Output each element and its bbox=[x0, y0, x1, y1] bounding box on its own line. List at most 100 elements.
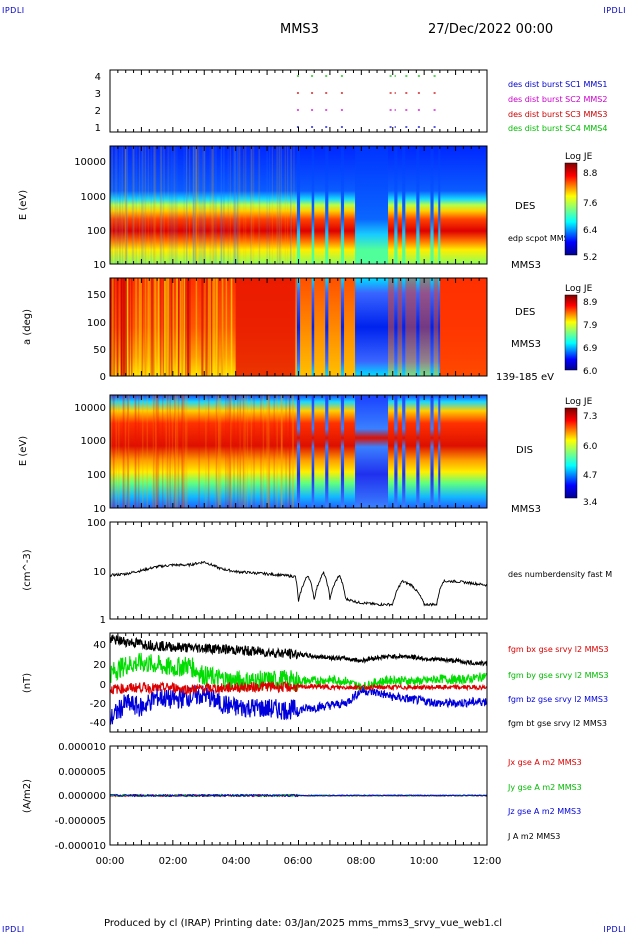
dis-energy-variation bbox=[155, 395, 157, 508]
des-energy-variation bbox=[153, 146, 155, 264]
spacecraft-title: MMS3 bbox=[280, 22, 319, 37]
burst-panel-frame bbox=[109, 69, 488, 133]
des-pitch-variation bbox=[209, 278, 211, 376]
des-energy-interval bbox=[311, 146, 315, 264]
des-pitch-variation bbox=[120, 278, 123, 376]
dis-energy-variation bbox=[285, 395, 287, 508]
des-energy-variation bbox=[227, 146, 229, 264]
des-pitch-variation bbox=[187, 278, 190, 376]
dis-energy-variation bbox=[123, 395, 125, 508]
dis-energy-variation bbox=[115, 395, 117, 508]
des-energy-variation bbox=[160, 146, 162, 264]
des-pitch-variation bbox=[184, 278, 187, 376]
burst-ytick-2: 2 bbox=[95, 106, 101, 117]
dis-energy-variation bbox=[225, 395, 227, 508]
des-energy-variation bbox=[212, 146, 214, 264]
density-ytick-1: 1 bbox=[100, 615, 106, 626]
dis-energy-variation bbox=[181, 395, 183, 508]
des-energy-variation bbox=[185, 146, 187, 264]
des-pitch-variation bbox=[189, 278, 191, 376]
des-pitch-variation bbox=[116, 278, 118, 376]
dis-e-cbar-tick-1: 7.3 bbox=[583, 412, 597, 422]
burst-ytick-4: 4 bbox=[95, 72, 101, 83]
des-energy-variation bbox=[189, 146, 191, 264]
des-energy-variation bbox=[290, 146, 292, 264]
des-pitch-variation bbox=[157, 278, 159, 376]
des-energy-instrument-label: DES bbox=[515, 201, 535, 212]
dis-energy-variation bbox=[112, 395, 115, 508]
dis-energy-variation bbox=[280, 395, 283, 508]
des-energy-variation bbox=[195, 146, 198, 264]
dis-energy-interval bbox=[355, 395, 389, 508]
des-pitch-variation bbox=[125, 278, 127, 376]
des-energy-variation bbox=[192, 146, 194, 264]
density-ylabel: (cm^-3) bbox=[22, 549, 33, 590]
des-energy-variation bbox=[126, 146, 129, 264]
des-pitch-variation bbox=[216, 278, 219, 376]
des-e-ytick-100: 100 bbox=[87, 226, 106, 237]
dis-energy-variation bbox=[176, 395, 179, 508]
des-pitch-variation bbox=[117, 278, 119, 376]
des-pitch-variation bbox=[159, 278, 162, 376]
des-p-colorbar-title: Log JE bbox=[565, 284, 593, 294]
des-energy-variation bbox=[203, 146, 205, 264]
footer-credits: Produced by cl (IRAP) Printing date: 03/… bbox=[104, 918, 503, 929]
dis-e-colorbar bbox=[564, 407, 578, 499]
des-pitch-variation bbox=[170, 278, 173, 376]
dis-energy-variation bbox=[227, 395, 229, 508]
dis-energy-variation bbox=[181, 395, 184, 508]
des-pitch-variation bbox=[111, 278, 114, 376]
des-energy-variation bbox=[290, 146, 292, 264]
des-p-colorbar bbox=[564, 294, 578, 371]
des-energy-variation bbox=[133, 146, 135, 264]
des-pitch-variation bbox=[202, 278, 204, 376]
des-energy-variation bbox=[141, 146, 143, 264]
dis-e-ytick-10000: 10000 bbox=[74, 403, 106, 414]
des-pitch-variation bbox=[221, 278, 224, 376]
dis-energy-interval bbox=[340, 395, 345, 508]
current-legend-j: J A m2 MMS3 bbox=[507, 832, 560, 841]
des-energy-variation bbox=[114, 146, 116, 264]
des-energy-variation bbox=[160, 146, 163, 264]
burst-legend-mms3: des dist burst SC3 MMS3 bbox=[508, 110, 607, 119]
des-pitch-interval bbox=[296, 278, 301, 376]
des-pitch-variation bbox=[176, 278, 178, 376]
des-energy-variation bbox=[194, 146, 197, 264]
des-pitch-variation bbox=[110, 278, 112, 376]
dis-energy-variation bbox=[268, 395, 270, 508]
des-energy-scpot-label: edp scpot MMS3 bbox=[508, 234, 574, 243]
dis-energy-variation bbox=[157, 395, 160, 508]
des-energy-variation bbox=[192, 146, 194, 264]
des-pitch-interval bbox=[340, 278, 345, 376]
des-energy-variation bbox=[144, 146, 146, 264]
dis-e-cbar-tick-4: 3.4 bbox=[583, 498, 598, 508]
des-pitch-variation bbox=[150, 278, 152, 376]
des-pitch-variation bbox=[225, 278, 228, 376]
des-energy-variation bbox=[201, 146, 203, 264]
density-panel-frame bbox=[109, 521, 488, 620]
bfield-legend-bx: fgm bx gse srvy l2 MMS3 bbox=[508, 645, 609, 654]
des-energy-variation bbox=[266, 146, 268, 264]
bfield-legend-by: fgm by gse srvy l2 MMS3 bbox=[508, 671, 609, 680]
burst-markers bbox=[296, 75, 437, 128]
des-energy-variation bbox=[202, 146, 204, 264]
des-energy-variation bbox=[118, 146, 121, 264]
des-pitch-variation bbox=[112, 278, 114, 376]
des-energy-variation bbox=[132, 146, 134, 264]
dis-energy-variation bbox=[262, 395, 265, 508]
des-pitch-variation bbox=[144, 278, 147, 376]
des-pitch-variation bbox=[181, 278, 184, 376]
dis-energy-variation bbox=[215, 395, 218, 508]
des-energy-variation bbox=[236, 146, 238, 264]
des-pitch-variation bbox=[210, 278, 213, 376]
dis-energy-interval bbox=[416, 395, 420, 508]
des-energy-variation bbox=[278, 146, 280, 264]
des-pitch-energy-range-label: 139-185 eV bbox=[496, 372, 554, 383]
des-energy-variation bbox=[232, 146, 235, 264]
des-energy-variation bbox=[169, 146, 171, 264]
density-ytick-10: 10 bbox=[93, 567, 106, 578]
des-energy-variation bbox=[196, 146, 198, 264]
des-energy-variation bbox=[196, 146, 198, 264]
des-pitch-variation bbox=[177, 278, 180, 376]
des-pitch-variation bbox=[138, 278, 141, 376]
